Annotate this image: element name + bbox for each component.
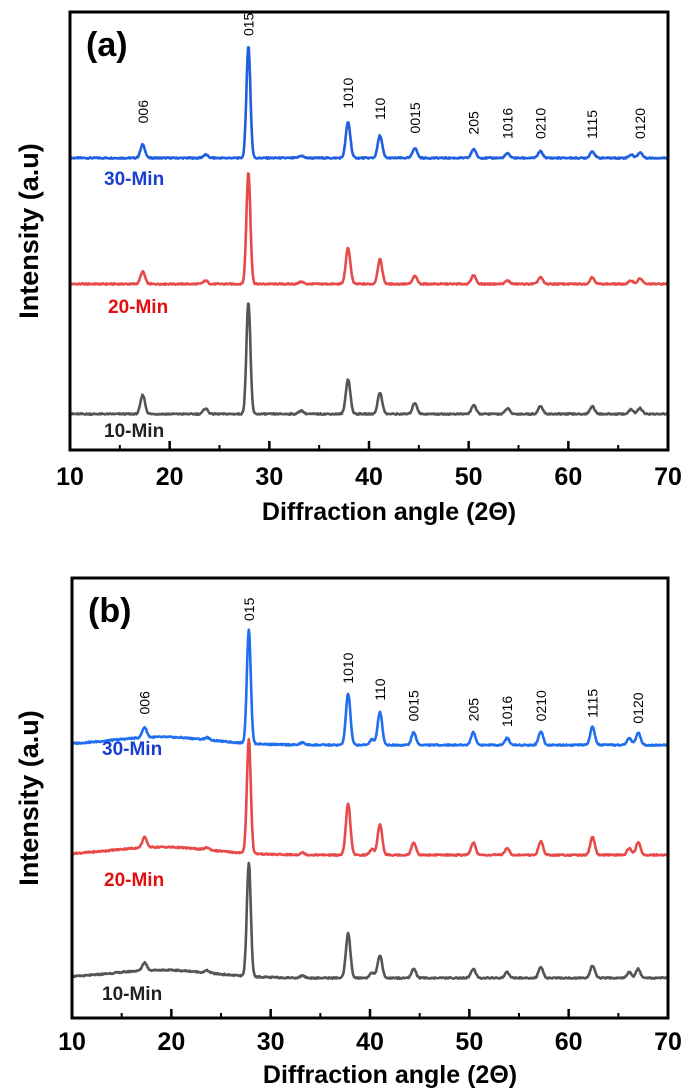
- peak-label: 205: [466, 111, 482, 135]
- peak-label: 0120: [630, 692, 646, 723]
- peak-label: 006: [137, 691, 153, 715]
- peak-label: 0210: [533, 690, 549, 721]
- x-tick-label: 30: [255, 463, 283, 491]
- x-tick-label: 50: [455, 463, 483, 491]
- peak-label: 110: [372, 678, 388, 701]
- series-line-10-min: [71, 861, 669, 981]
- peak-label: 0120: [632, 108, 648, 139]
- peak-label: 1010: [340, 77, 356, 108]
- x-tick-label: 30: [257, 1028, 285, 1056]
- x-tick-label: 50: [455, 1028, 483, 1056]
- series-label: 20-Min: [104, 870, 164, 891]
- x-tick-label: 60: [555, 1028, 583, 1056]
- panel-label: (a): [86, 26, 128, 64]
- x-tick-label: 70: [654, 463, 682, 491]
- peak-label: 015: [240, 12, 256, 36]
- series-label: 10-Min: [102, 984, 162, 1005]
- peak-label: 006: [135, 100, 151, 124]
- x-tick-label: 40: [356, 1028, 384, 1056]
- peak-label: 1016: [500, 108, 516, 139]
- peak-label: 205: [465, 698, 481, 722]
- peak-label: 1016: [499, 696, 515, 727]
- series-line-20-min: [69, 172, 669, 287]
- peak-label: 0015: [407, 102, 423, 133]
- x-tick-label: 10: [56, 463, 84, 491]
- series-label: 30-Min: [104, 169, 164, 190]
- x-tick-label: 60: [554, 463, 582, 491]
- x-tick-label: 10: [58, 1028, 86, 1056]
- x-axis-title: Diffraction angle (2Θ): [262, 498, 516, 526]
- series-label: 20-Min: [108, 297, 168, 318]
- plot-frame: [68, 10, 670, 452]
- peak-label: 1010: [340, 652, 356, 683]
- panel-label: (b): [88, 592, 131, 630]
- peak-label: 015: [241, 597, 257, 621]
- peak-label: 1115: [584, 110, 600, 139]
- peak-label: 0210: [532, 108, 548, 139]
- peak-label: 110: [372, 97, 388, 120]
- x-tick-label: 20: [157, 1028, 185, 1056]
- x-tick-label: 40: [355, 463, 383, 491]
- x-tick-label: 20: [156, 463, 184, 491]
- series-label: 10-Min: [104, 421, 164, 442]
- peak-label: 1115: [585, 689, 601, 718]
- x-tick-label: 70: [654, 1028, 682, 1056]
- y-axis-title: Intensity (a.u): [14, 710, 44, 886]
- series-line-10-min: [69, 302, 670, 417]
- plot-frame: [70, 576, 670, 1020]
- series-label: 30-Min: [102, 739, 162, 760]
- series-line-30-min: [71, 628, 669, 748]
- peak-label: 0015: [406, 690, 422, 721]
- series-line-20-min: [70, 737, 669, 858]
- series-line-30-min: [68, 46, 669, 160]
- x-axis-title: Diffraction angle (2Θ): [263, 1061, 517, 1088]
- y-axis-title: Intensity (a.u): [14, 143, 44, 319]
